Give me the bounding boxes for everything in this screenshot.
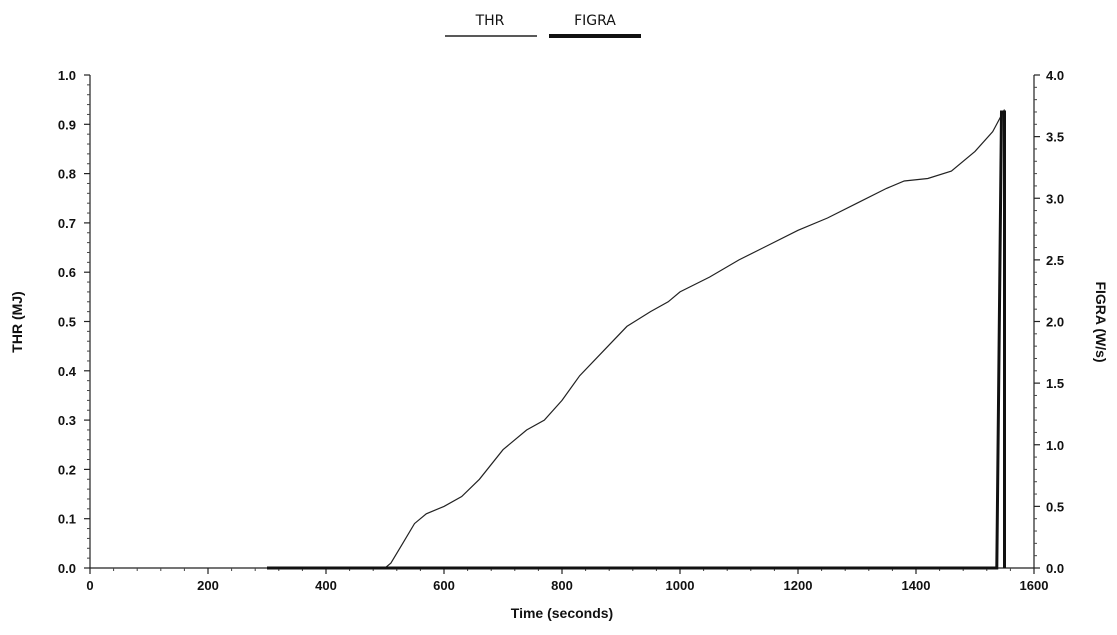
x-tick-label: 1400 — [902, 578, 931, 593]
y-axis-title: THR (MJ) — [9, 291, 25, 352]
x-tick-label: 1200 — [784, 578, 813, 593]
y2-tick-label: 1.0 — [1046, 438, 1064, 453]
x-tick-label: 400 — [315, 578, 337, 593]
x-tick-label: 1600 — [1020, 578, 1049, 593]
y-tick-label: 0.5 — [58, 315, 76, 330]
y2-tick-label: 1.5 — [1046, 376, 1064, 391]
legend-label-thr: THR — [475, 13, 505, 29]
y-tick-label: 0.8 — [58, 167, 76, 182]
y-tick-label: 0.2 — [58, 462, 76, 477]
legend-label-figra: FIGRA — [574, 13, 616, 29]
y2-axis-title: FIGRA (W/s) — [1093, 281, 1109, 362]
series-layer — [267, 109, 1006, 570]
y-tick-label: 0.7 — [58, 216, 76, 231]
minor-ticks — [87, 84, 1037, 571]
x-tick-label: 1000 — [666, 578, 695, 593]
x-axis-ticks: 0 200 400 600 800 1000 1200 1400 1600 — [86, 568, 1048, 593]
y2-tick-label: 0.5 — [1046, 499, 1064, 514]
series-line-figra — [267, 110, 1006, 570]
y2-axis-ticks: 0.0 0.5 1.0 1.5 2.0 2.5 3.0 3.5 4.0 — [1034, 68, 1064, 576]
y-tick-label: 0.0 — [58, 561, 76, 576]
legend: THR FIGRA — [445, 13, 641, 38]
y-tick-label: 1.0 — [58, 68, 76, 83]
x-tick-label: 0 — [86, 578, 93, 593]
y-tick-label: 0.1 — [58, 512, 76, 527]
x-tick-label: 200 — [197, 578, 219, 593]
x-axis-title: Time (seconds) — [511, 605, 613, 621]
y-tick-label: 0.3 — [58, 413, 76, 428]
series-line-thr — [267, 109, 1006, 569]
y2-tick-label: 4.0 — [1046, 68, 1064, 83]
y-tick-label: 0.6 — [58, 265, 76, 280]
x-tick-label: 600 — [433, 578, 455, 593]
y-axis-ticks: 0.0 0.1 0.2 0.3 0.4 0.5 0.6 0.7 0.8 0.9 1.0 — [58, 68, 90, 576]
y-tick-label: 0.4 — [58, 364, 77, 379]
y2-tick-label: 2.0 — [1046, 315, 1064, 330]
x-tick-label: 800 — [551, 578, 573, 593]
y2-tick-label: 3.5 — [1046, 130, 1064, 145]
y2-tick-label: 3.0 — [1046, 191, 1064, 206]
y2-tick-label: 2.5 — [1046, 253, 1064, 268]
y2-tick-label: 0.0 — [1046, 561, 1064, 576]
y-tick-label: 0.9 — [58, 117, 76, 132]
